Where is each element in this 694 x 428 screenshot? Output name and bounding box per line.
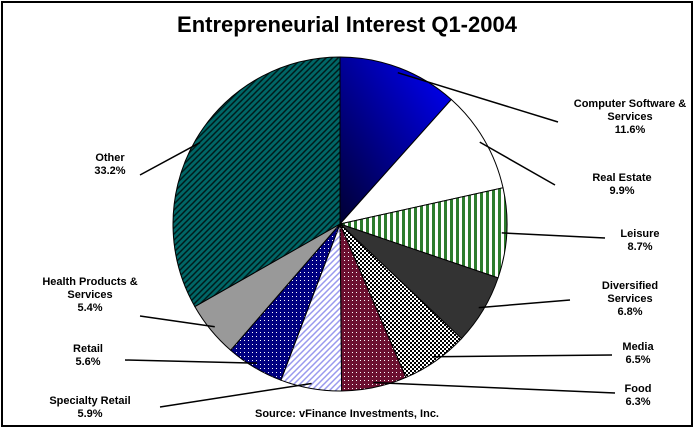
leader-line	[159, 382, 312, 408]
value-label: 8.7%	[627, 241, 653, 253]
pie-slice	[172, 56, 341, 308]
category-label: Health Products & Services	[42, 276, 138, 301]
leader-line	[124, 359, 258, 364]
value-label: 6.5%	[625, 354, 651, 366]
leader-line	[501, 232, 606, 239]
value-label: 9.9%	[609, 185, 635, 197]
category-label: Specialty Retail	[49, 395, 131, 407]
category-label: Leisure	[620, 228, 660, 240]
leader-line	[479, 141, 556, 186]
leader-line	[397, 71, 559, 123]
slice-label: Diversified Services 6.8%	[590, 280, 670, 319]
leader-line	[373, 381, 616, 394]
pie-slice	[339, 56, 453, 226]
value-label: 33.2%	[94, 165, 126, 177]
slice-label: Specialty Retail 5.9%	[25, 395, 155, 421]
category-label: Retail	[73, 343, 103, 355]
slice-label: Media 6.5%	[608, 341, 668, 367]
leader-line	[432, 354, 613, 358]
category-label: Media	[622, 341, 654, 353]
value-label: 5.9%	[77, 408, 103, 420]
slice-label: Computer Software & Services 11.6%	[570, 98, 690, 137]
value-label: 6.8%	[617, 306, 643, 318]
category-label: Food	[624, 383, 652, 395]
slice-label: Retail 5.6%	[58, 343, 118, 369]
slice-label: Health Products & Services 5.4%	[20, 276, 160, 315]
category-label: Computer Software & Services	[573, 98, 687, 123]
category-label: Other	[95, 152, 125, 164]
category-label: Diversified Services	[601, 280, 659, 305]
category-label: Real Estate	[592, 172, 652, 184]
leader-line	[478, 299, 571, 309]
value-label: 5.4%	[77, 302, 103, 314]
leader-line	[139, 141, 201, 176]
pie-slice	[338, 98, 504, 225]
chart-title: Entrepreneurial Interest Q1-2004	[177, 12, 517, 37]
value-label: 11.6%	[614, 124, 646, 136]
source-note: Source: vFinance Investments, Inc.	[254, 408, 439, 420]
slice-label: Other 33.2%	[80, 152, 140, 178]
leader-line	[139, 315, 215, 328]
value-label: 5.6%	[75, 356, 101, 368]
slice-label: Real Estate 9.9%	[572, 172, 672, 198]
slice-label: Food 6.3%	[608, 383, 668, 409]
slice-label: Leisure 8.7%	[600, 228, 680, 254]
value-label: 6.3%	[625, 396, 651, 408]
